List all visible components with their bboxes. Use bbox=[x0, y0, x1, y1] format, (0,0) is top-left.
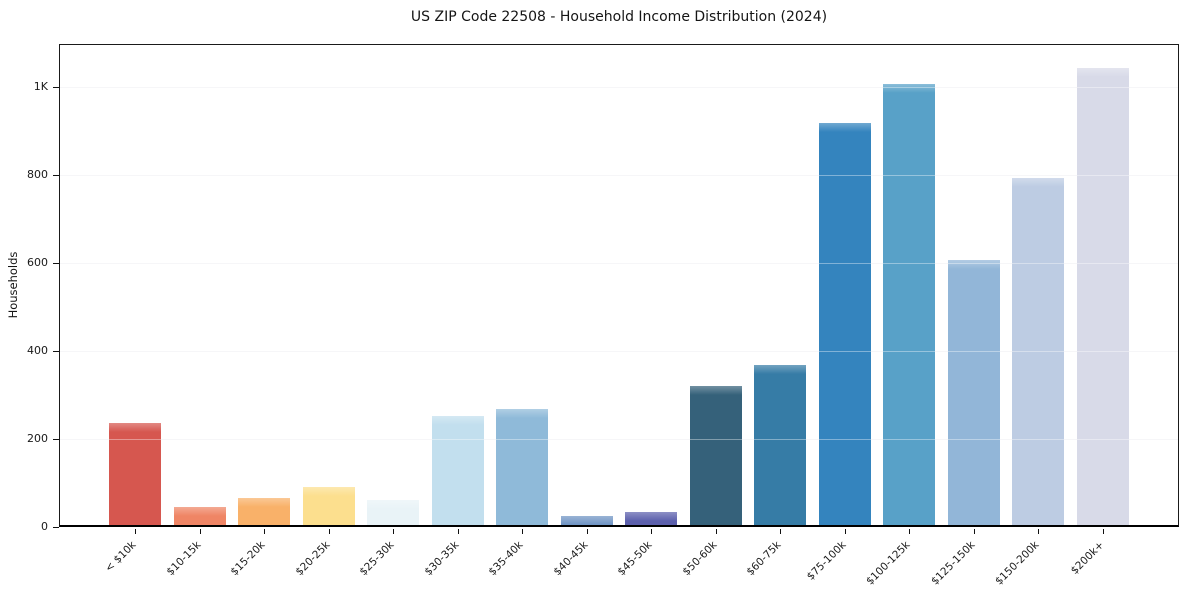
gridline bbox=[59, 174, 1179, 176]
x-tick-mark bbox=[715, 529, 717, 534]
bar-$45-50k bbox=[625, 512, 678, 527]
x-tick-label: $60-75k bbox=[744, 539, 784, 579]
gridline bbox=[59, 86, 1179, 88]
y-tick-label: 800 bbox=[27, 167, 48, 181]
x-tick-label: $200k+ bbox=[1068, 539, 1107, 577]
gridline bbox=[59, 174, 1179, 176]
bar-$35-40k bbox=[496, 408, 549, 527]
x-tick-label: $30-35k bbox=[422, 539, 462, 579]
bar-$75-100k bbox=[818, 122, 871, 527]
gridline bbox=[59, 438, 1179, 440]
x-tick-label: $40-45k bbox=[551, 539, 591, 579]
bar-$150-200k bbox=[1012, 177, 1065, 527]
x-tick-label: $45-50k bbox=[615, 539, 655, 579]
x-tick-mark bbox=[393, 529, 395, 534]
bars-container bbox=[59, 44, 1179, 527]
x-tick-label: $50-60k bbox=[680, 539, 720, 579]
x-tick-mark bbox=[328, 529, 330, 534]
x-tick-label: < $10k bbox=[102, 539, 139, 575]
bar-$60-75k bbox=[754, 365, 807, 527]
x-tick-label: $10-15k bbox=[163, 539, 204, 579]
x-tick-mark bbox=[586, 529, 588, 534]
x-tick-mark bbox=[844, 529, 846, 534]
x-tick-mark bbox=[1038, 529, 1040, 534]
x-tick-label: $20-25k bbox=[292, 539, 333, 579]
x-tick-label: $100-125k bbox=[864, 539, 913, 588]
y-tick-mark bbox=[53, 350, 59, 352]
gridline bbox=[59, 438, 1179, 440]
bar-$200k+ bbox=[1076, 67, 1129, 527]
bar-$125-150k bbox=[947, 260, 1000, 527]
x-tick-mark bbox=[457, 529, 459, 534]
bar-$25-30k bbox=[367, 499, 420, 527]
x-tick-mark bbox=[1103, 529, 1104, 534]
y-tick-label: 600 bbox=[27, 255, 48, 269]
bar-$100-125k bbox=[883, 84, 936, 527]
y-tick-label: 1K bbox=[33, 79, 48, 93]
bar-< $10k bbox=[109, 423, 161, 527]
y-tick-mark bbox=[53, 438, 59, 440]
y-tick-label: 0 bbox=[41, 520, 48, 533]
x-tick-label: $15-20k bbox=[228, 539, 268, 579]
x-tick-mark bbox=[909, 529, 911, 534]
gridline bbox=[59, 86, 1179, 88]
x-tick-mark bbox=[199, 529, 201, 534]
y-tick-label: 400 bbox=[27, 343, 48, 357]
x-tick-mark bbox=[264, 529, 266, 534]
bar-$30-35k bbox=[431, 416, 484, 527]
x-tick-mark bbox=[522, 529, 524, 534]
bar-$10-15k bbox=[173, 506, 226, 527]
x-tick-mark bbox=[135, 529, 136, 534]
x-tick-mark bbox=[651, 529, 653, 534]
bar-$50-60k bbox=[689, 386, 742, 527]
y-tick-mark bbox=[53, 174, 59, 176]
x-tick-label: $35-40k bbox=[486, 539, 526, 579]
y-tick-mark bbox=[53, 262, 59, 264]
gridline bbox=[59, 350, 1179, 352]
y-tick-label: 200 bbox=[27, 431, 48, 445]
chart-title: US ZIP Code 22508 - Household Income Dis… bbox=[410, 9, 828, 25]
bar-$20-25k bbox=[302, 487, 355, 527]
x-tick-mark bbox=[780, 529, 782, 534]
gridline bbox=[59, 350, 1179, 352]
x-tick-label: $25-30k bbox=[357, 539, 397, 579]
x-tick-label: $150-200k bbox=[993, 539, 1042, 588]
gridline bbox=[59, 262, 1179, 264]
gridline bbox=[59, 262, 1179, 264]
x-tick-label: $125-150k bbox=[928, 539, 978, 588]
bar-$15-20k bbox=[238, 497, 291, 527]
x-tick-label: $75-100k bbox=[804, 539, 849, 583]
y-tick-mark bbox=[53, 86, 59, 88]
y-tick-mark bbox=[53, 527, 59, 528]
plot-area bbox=[59, 44, 1179, 527]
x-tick-mark bbox=[973, 529, 975, 534]
bar-$40-45k bbox=[560, 516, 613, 527]
